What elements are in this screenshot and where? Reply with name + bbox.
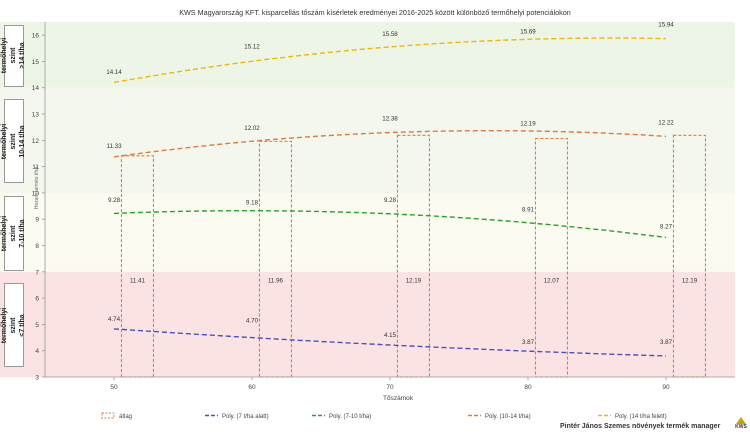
series-2-label-1: 12.02: [244, 125, 260, 132]
bar-4: [672, 134, 707, 378]
kws-logo: KWS: [735, 417, 747, 437]
y-tick-label-16: 16: [32, 33, 40, 40]
x-axis-title: Tőszámok: [383, 395, 414, 402]
bar-label-3: 12.07: [544, 277, 560, 284]
series-0-label-2: 4.15: [384, 332, 397, 339]
series-0-label-3: 3.87: [522, 339, 535, 346]
series-1-label-3: 8.91: [522, 207, 535, 214]
series-3-label-2: 15.58: [382, 31, 398, 38]
bar-2: [396, 134, 431, 378]
trend-line-1: [113, 210, 667, 239]
band-label-3: termőhelyi szint <7 t/ha: [2, 283, 27, 368]
series-3-label-1: 15.12: [244, 43, 260, 50]
kws-logo-mark: [736, 417, 746, 424]
x-tick-label-70: 70: [386, 384, 394, 391]
band-bg-0: [0, 22, 735, 88]
x-tick-label-80: 80: [524, 384, 532, 391]
series-2-label-0: 11.33: [106, 143, 122, 150]
series-0-label-4: 3.87: [660, 339, 673, 346]
series-3-label-4: 15.94: [658, 22, 674, 29]
legend-label-1: Poly. (7 t/ha alatt): [222, 414, 269, 420]
series-1-label-2: 9.28: [384, 197, 397, 204]
chart-title: KWS Magyarország KFT. kisparcellás tőszá…: [179, 8, 571, 17]
legend-label-3: Poly. (10-14 t/ha): [485, 414, 531, 420]
legend-label-0: átlag: [119, 414, 132, 420]
band-bg-3: [0, 271, 735, 377]
band-label-text-1: termőhelyi szint 10-14 t/ha: [1, 123, 27, 160]
bar-label-4: 12.19: [682, 277, 698, 284]
y-tick-label-7: 7: [35, 269, 39, 276]
bar-label-2: 12.19: [406, 277, 422, 284]
y-tick-label-5: 5: [35, 322, 39, 329]
legend-label-4: Poly. (14 t/ha felett): [615, 414, 667, 420]
kws-logo-text: KWS: [735, 424, 747, 430]
series-1-label-4: 8.27: [660, 223, 673, 230]
legend-label-2: Poly. (7-10 t/ha): [329, 414, 371, 420]
y-tick-label-14: 14: [32, 85, 40, 92]
series-1-label-1: 9.18: [246, 199, 259, 206]
y-tick-label-8: 8: [35, 243, 39, 250]
trend-line-0: [113, 328, 667, 357]
bar-1: [258, 140, 293, 378]
series-2-label-3: 12.19: [520, 120, 536, 127]
y-tick-label-9: 9: [35, 217, 39, 224]
band-label-text-3: termőhelyi szint <7 t/ha: [1, 307, 27, 344]
band-bg-1: [0, 87, 735, 193]
bar-label-1: 11.96: [268, 277, 284, 284]
band-bg-2: [0, 192, 735, 272]
y-axis-title: Hozam termés t/ha: [34, 167, 40, 209]
x-tick-label-90: 90: [662, 384, 670, 391]
band-label-text-0: termőhelyi szint >14 t/ha: [1, 38, 27, 74]
bar-label-0: 11.41: [130, 277, 146, 284]
y-tick-label-11: 11: [32, 164, 39, 171]
series-3-label-0: 14.14: [106, 69, 122, 76]
y-tick-label-3: 3: [35, 375, 39, 382]
series-2-label-2: 12.38: [382, 115, 398, 122]
band-label-text-2: termőhelyi szint 7-10 t/ha: [1, 215, 27, 252]
y-tick-label-13: 13: [32, 112, 40, 119]
band-label-1: termőhelyi szint 10-14 t/ha: [2, 99, 27, 184]
y-tick-label-4: 4: [35, 348, 39, 355]
legend-swatch-0: [101, 412, 115, 419]
series-0-label-0: 4.74: [108, 316, 121, 323]
series-0-label-1: 4.70: [246, 317, 259, 324]
credit-text: Pintér János Szemes növények termék mana…: [560, 423, 721, 430]
y-tick-label-6: 6: [35, 296, 39, 303]
y-tick-label-15: 15: [32, 59, 40, 66]
y-tick-label-12: 12: [32, 138, 40, 145]
bar-0: [120, 155, 155, 378]
series-2-label-4: 12.22: [658, 120, 674, 127]
series-3-label-3: 15.69: [520, 28, 536, 35]
x-tick-label-60: 60: [248, 384, 256, 391]
y-tick-label-10: 10: [32, 190, 40, 197]
trend-line-2: [113, 130, 667, 158]
band-label-0: termőhelyi szint >14 t/ha: [2, 25, 27, 87]
series-1-label-0: 9.28: [108, 197, 121, 204]
x-tick-label-50: 50: [110, 384, 118, 391]
band-label-2: termőhelyi szint 7-10 t/ha: [2, 195, 27, 271]
